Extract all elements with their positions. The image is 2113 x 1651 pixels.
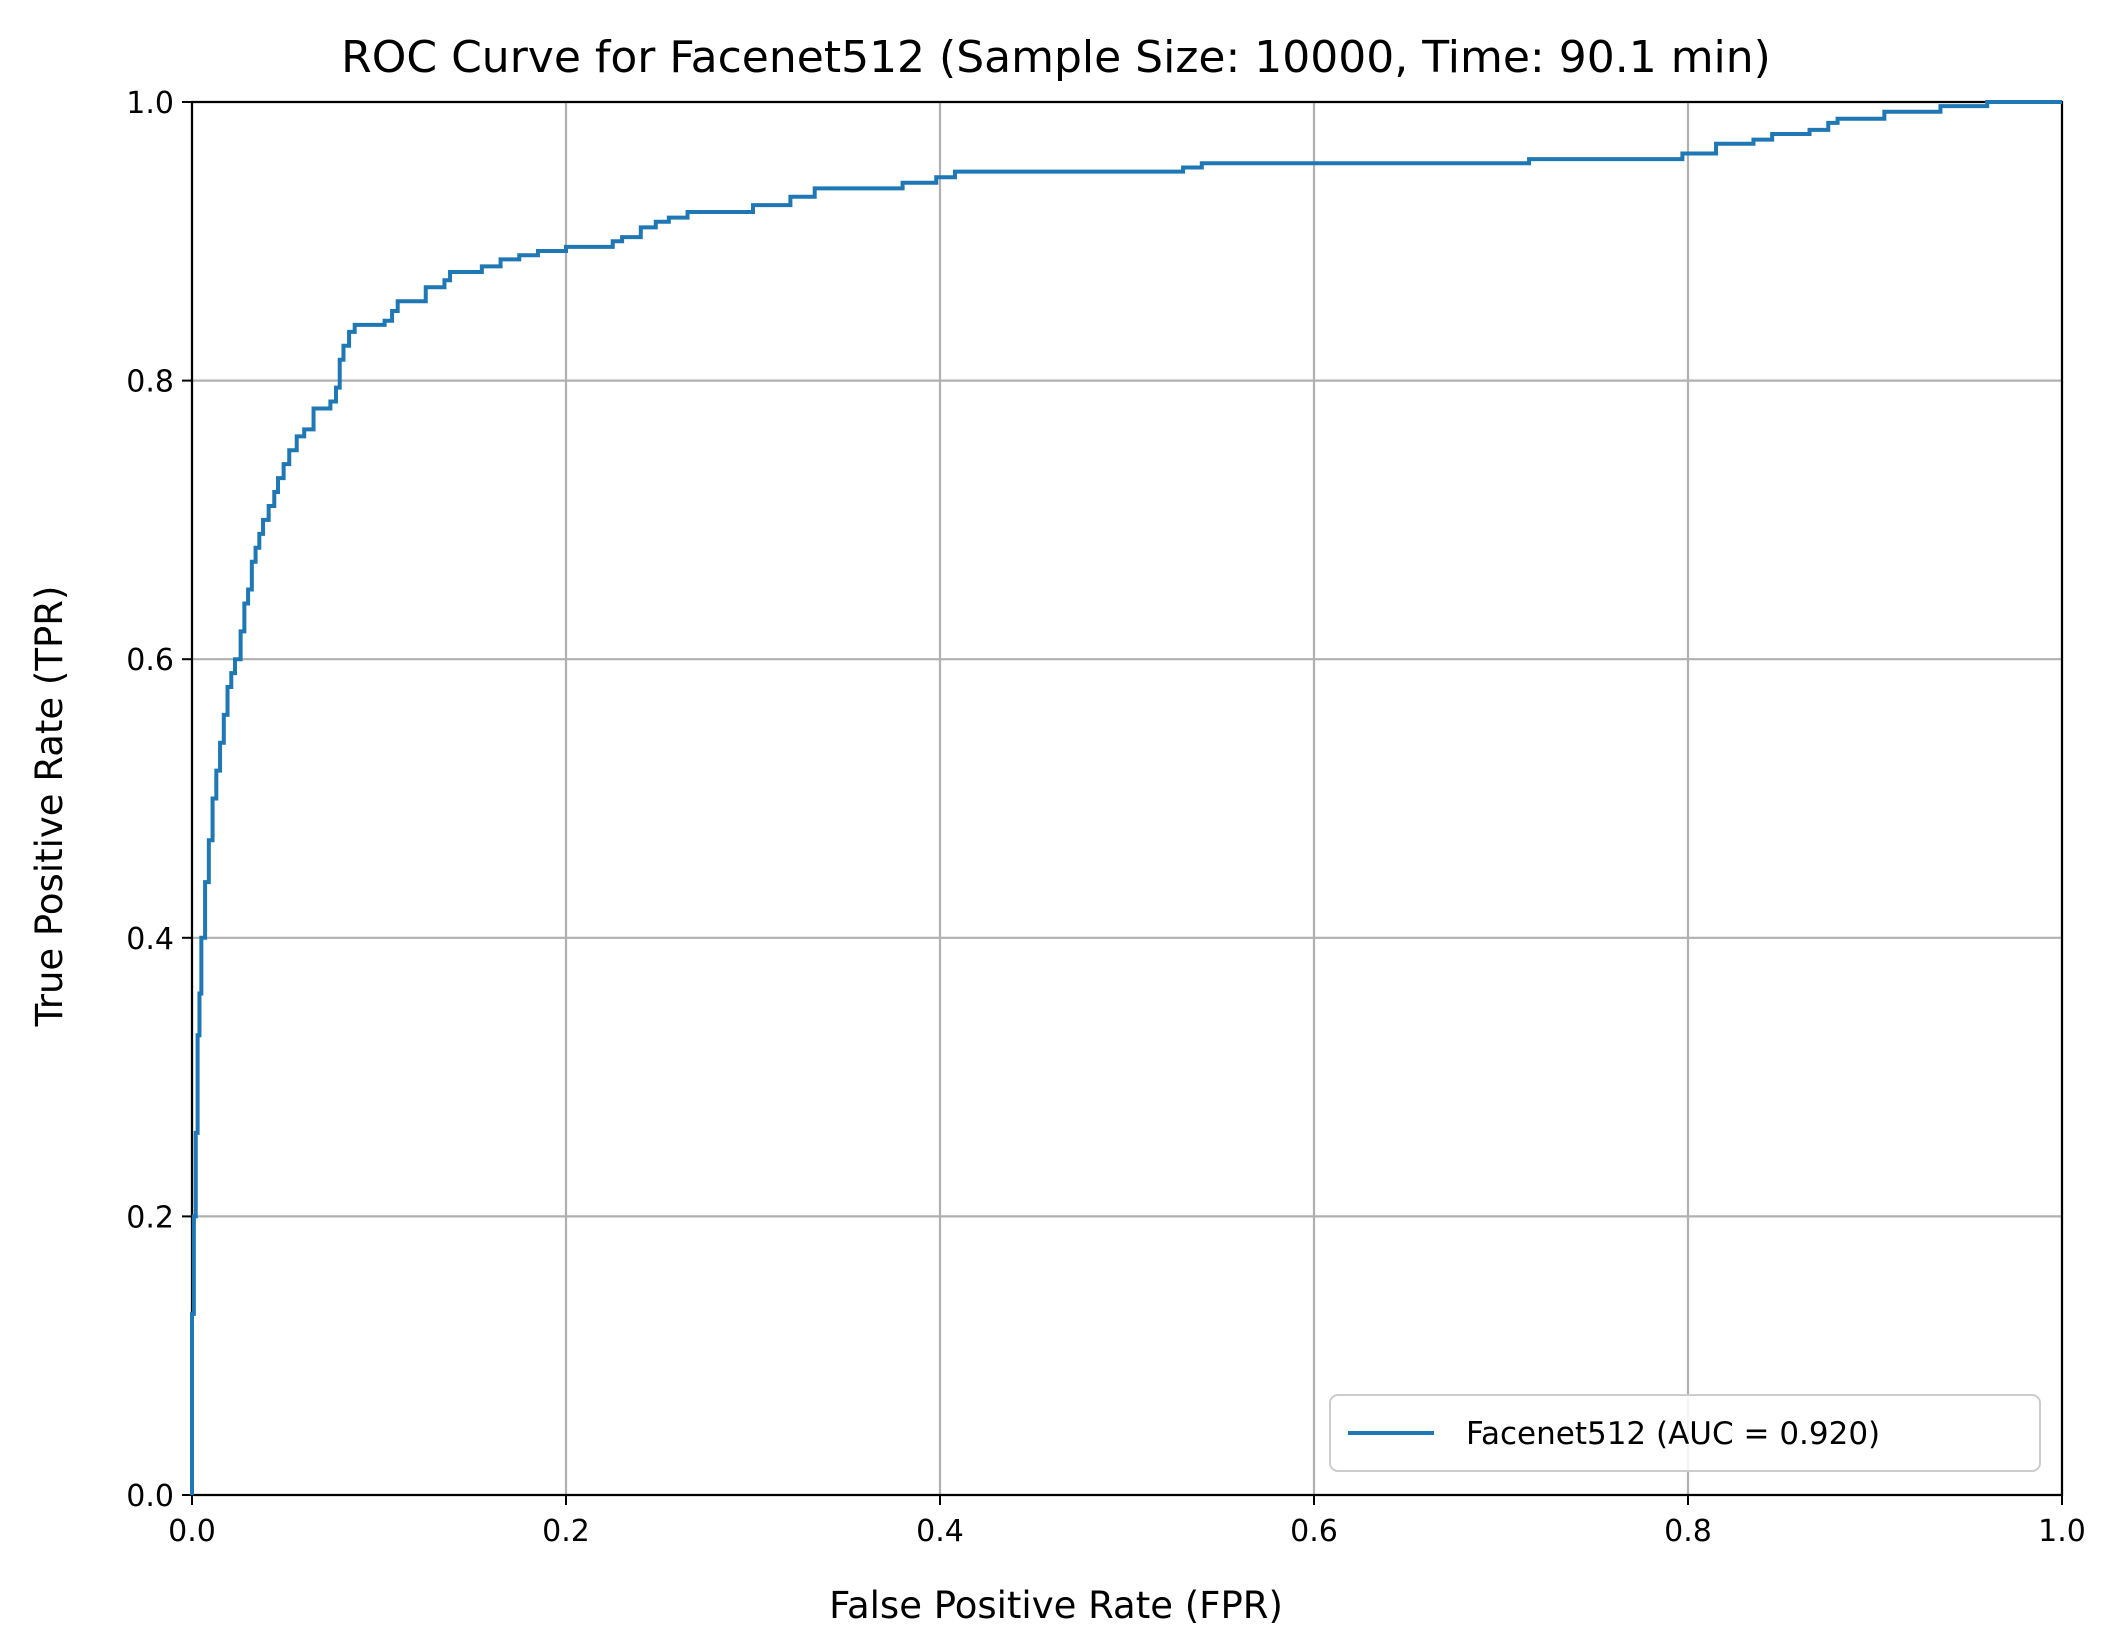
x-axis-label: False Positive Rate (FPR) bbox=[829, 1584, 1283, 1627]
y-tick-label: 1.0 bbox=[126, 86, 174, 121]
y-tick-label: 0.6 bbox=[126, 643, 174, 678]
y-tick-label: 0.8 bbox=[126, 365, 174, 400]
x-tick-label: 0.0 bbox=[168, 1514, 216, 1549]
legend: Facenet512 (AUC = 0.920) bbox=[1329, 1394, 2041, 1472]
x-tick-label: 0.6 bbox=[1290, 1514, 1338, 1549]
x-tick-label: 0.8 bbox=[1664, 1514, 1712, 1549]
y-tick-label: 0.4 bbox=[126, 922, 174, 957]
y-axis-label: True Positive Rate (TPR) bbox=[28, 586, 71, 1028]
grid bbox=[190, 100, 2064, 1497]
y-tick-label: 0.2 bbox=[126, 1200, 174, 1235]
y-tick-label: 0.0 bbox=[126, 1479, 174, 1514]
ticks: 0.0 0.2 0.4 0.6 0.8 1.0 0.0 0.2 0.4 0.6 0.8 1.0 bbox=[126, 86, 2086, 1549]
x-tick-label: 0.2 bbox=[542, 1514, 590, 1549]
x-tick-label: 1.0 bbox=[2038, 1514, 2086, 1549]
legend-series-label: Facenet512 (AUC = 0.920) bbox=[1466, 1416, 1880, 1452]
plot-frame bbox=[190, 100, 2064, 1497]
chart-title: ROC Curve for Facenet512 (Sample Size: 1… bbox=[341, 32, 1771, 83]
roc-curve-line bbox=[190, 100, 2062, 1495]
legend-box bbox=[1329, 1394, 2041, 1472]
x-tick-label: 0.4 bbox=[916, 1514, 964, 1549]
